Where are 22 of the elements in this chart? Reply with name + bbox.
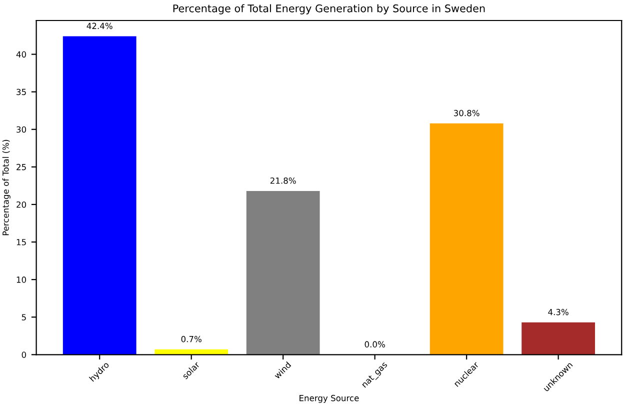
data-label: 0.7% — [181, 336, 202, 342]
y-tick-label: 20 — [16, 201, 26, 208]
data-label: 42.4% — [86, 22, 112, 30]
data-label: 21.8% — [270, 177, 296, 184]
y-tick-label: 40 — [16, 51, 26, 58]
data-label: 30.8% — [454, 110, 480, 116]
x-axis-title: Energy Source — [300, 394, 359, 403]
data-label: 0.0% — [364, 341, 385, 348]
y-tick-label: 10 — [16, 276, 26, 283]
chart-title: Percentage of Total Energy Generation by Source in Sweden — [173, 4, 485, 14]
bar — [62, 36, 136, 355]
bar — [522, 322, 596, 355]
y-axis-title: Percentage of Total (%) — [2, 140, 10, 236]
bar — [246, 190, 320, 355]
y-tick-label: 5 — [22, 314, 26, 320]
bar — [430, 123, 504, 355]
data-label: 4.3% — [548, 308, 568, 316]
y-tick-label: 15 — [16, 239, 26, 246]
y-tick-label: 35 — [16, 88, 26, 96]
y-tick-label: 0 — [22, 352, 26, 358]
y-tick-label: 30 — [16, 126, 26, 133]
y-tick-label: 25 — [16, 164, 26, 170]
